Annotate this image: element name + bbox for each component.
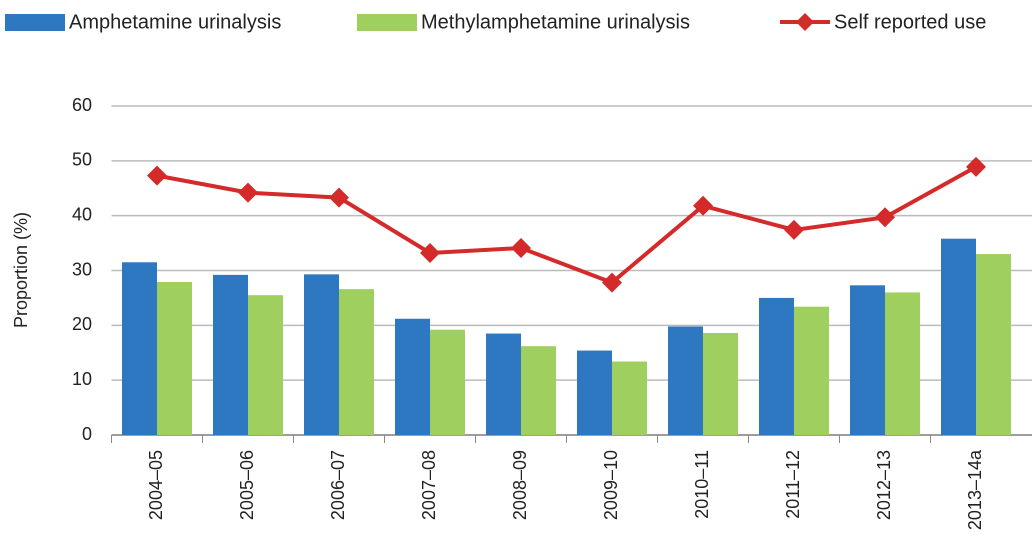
bar <box>850 285 885 435</box>
line-marker <box>238 182 258 203</box>
bar <box>213 274 248 435</box>
bar <box>976 254 1011 435</box>
bar <box>612 361 647 435</box>
legend-swatch <box>796 13 814 31</box>
legend-swatch <box>357 14 417 31</box>
line-marker <box>602 272 622 293</box>
line-marker <box>147 165 167 186</box>
bar <box>668 326 703 435</box>
y-tick-label: 50 <box>72 150 92 170</box>
y-tick-label: 10 <box>72 369 92 389</box>
y-tick-label: 20 <box>72 314 92 334</box>
bar <box>794 306 829 435</box>
line-marker <box>966 156 986 177</box>
legend-label: Methylamphetamine urinalysis <box>421 11 690 33</box>
line-marker <box>511 238 531 259</box>
legend-swatch <box>5 14 65 31</box>
x-tick-label: 2005–06 <box>237 450 257 520</box>
bar <box>703 333 738 435</box>
bar <box>759 297 794 435</box>
y-axis-label: Proportion (%) <box>11 212 31 328</box>
y-tick-label: 40 <box>72 204 92 224</box>
bar <box>304 274 339 435</box>
x-tick-label: 2007–08 <box>419 450 439 520</box>
line-marker <box>784 219 804 240</box>
x-tick-label: 2013–14a <box>965 449 985 530</box>
bar <box>521 346 556 435</box>
bar <box>339 289 374 435</box>
x-tick-label: 2010–11 <box>692 450 712 519</box>
y-tick-label: 60 <box>72 95 92 115</box>
bar <box>577 350 612 435</box>
legend: Amphetamine urinalysis Methylamphetamine … <box>5 11 986 33</box>
line-marker <box>420 242 440 263</box>
bar <box>430 329 465 435</box>
x-tick-label: 2009–10 <box>601 450 621 520</box>
bar <box>248 295 283 435</box>
bar <box>122 262 157 435</box>
x-tick-label: 2008–09 <box>510 450 530 520</box>
legend-label: Amphetamine urinalysis <box>69 11 281 33</box>
bar <box>395 318 430 435</box>
line <box>156 165 977 285</box>
line-marker <box>875 207 895 228</box>
bar <box>486 333 521 435</box>
y-tick-label: 30 <box>72 259 92 279</box>
y-tick-label: 0 <box>82 424 92 444</box>
bar <box>885 292 920 435</box>
x-tick-label: 2012–13 <box>874 450 894 520</box>
x-tick-label: 2011–12 <box>783 450 803 519</box>
line-marker <box>329 187 349 208</box>
line-marker <box>693 195 713 216</box>
bar <box>941 238 976 435</box>
x-tick-label: 2006–07 <box>328 450 348 520</box>
legend-label: Self reported use <box>834 11 986 33</box>
bar <box>157 282 192 435</box>
x-tick-label: 2004–05 <box>146 450 166 520</box>
